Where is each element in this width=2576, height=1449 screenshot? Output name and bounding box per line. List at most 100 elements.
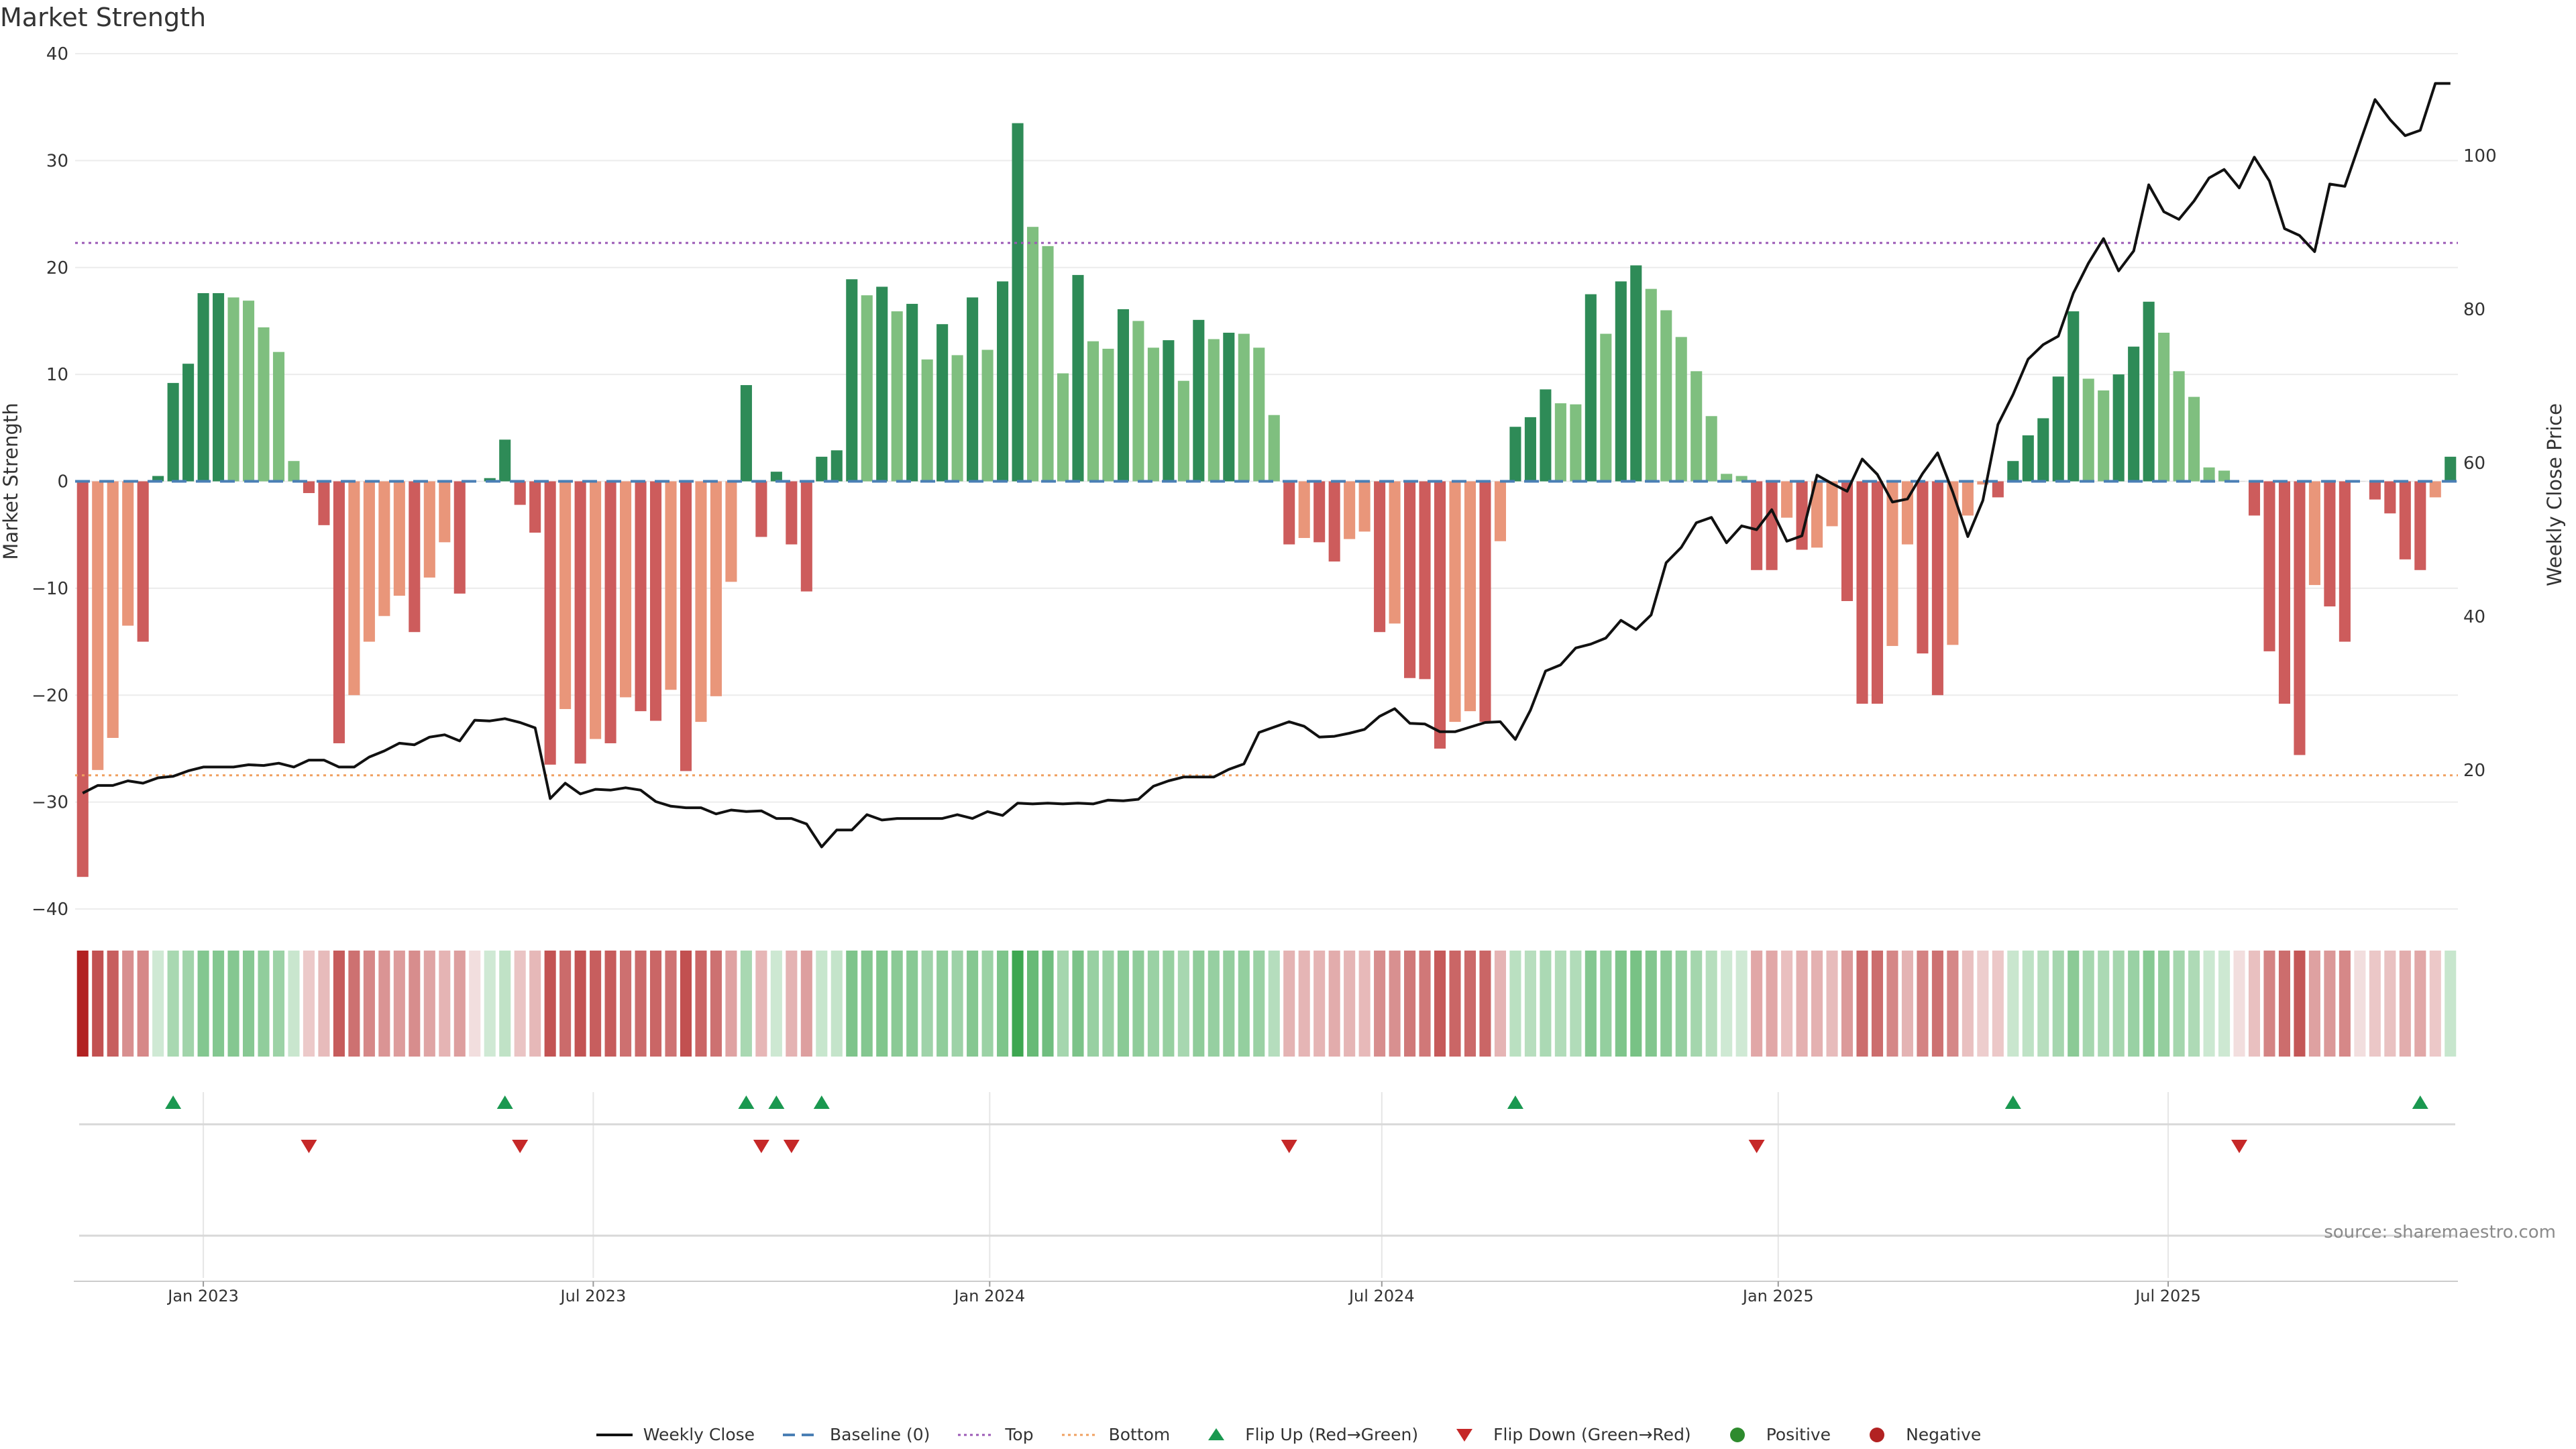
heat-strip-cell (1449, 951, 1461, 1057)
strength-bar (1901, 481, 1913, 545)
strength-bar (620, 481, 632, 698)
strength-bar (393, 481, 405, 596)
strength-bar (1962, 481, 1974, 516)
flip-up-marker (768, 1095, 785, 1109)
strength-bars (76, 123, 2457, 877)
flip-down-marker (2231, 1140, 2248, 1153)
strength-bar (740, 385, 752, 482)
strength-bar (2007, 461, 2019, 482)
heat-strip-cell (1977, 951, 1989, 1057)
strength-bar (1841, 481, 1854, 601)
heat-strip-cell (861, 951, 873, 1057)
strength-bar (1600, 333, 1612, 482)
heat-strip-cell (258, 951, 270, 1057)
heat-strip-cell (2188, 951, 2200, 1057)
y-axis-title: Market Strength (0, 402, 22, 559)
chart-title: Market Strength (0, 3, 207, 32)
heat-strip-cell (816, 951, 828, 1057)
strength-bar (1358, 481, 1371, 532)
grid-layer (74, 53, 2458, 1282)
heat-strip-cell (800, 951, 812, 1057)
flip-down-marker (301, 1140, 317, 1153)
strength-bar (1464, 481, 1477, 712)
heat-strip-cell (1931, 951, 1943, 1057)
strength-bar (2339, 481, 2351, 642)
strength-bar (1344, 481, 1356, 539)
heat-strip-cell (2263, 951, 2275, 1057)
strength-bar (303, 481, 315, 494)
y-tick-label: 40 (46, 44, 68, 64)
heat-strip-cell (830, 951, 843, 1057)
strength-bar (800, 481, 812, 592)
heat-strip-cell (1344, 951, 1356, 1057)
heat-strip-cell (997, 951, 1009, 1057)
strength-bar (484, 478, 496, 482)
heat-strip-cell (906, 951, 918, 1057)
heat-strip-cell (1962, 951, 1974, 1057)
heat-strip-cell (2248, 951, 2261, 1057)
heat-strip-cell (2007, 951, 2019, 1057)
heat-strip-cell (1509, 951, 1521, 1057)
legend-item: Top (957, 1425, 1034, 1444)
heat-strip-cell (2098, 951, 2110, 1057)
flip-down-marker (753, 1140, 769, 1153)
heat-strip-cell (2173, 951, 2185, 1057)
strength-bar (755, 481, 767, 537)
strength-bar (2158, 332, 2170, 482)
strength-bar (846, 279, 858, 482)
strength-bar (1630, 265, 1642, 482)
strength-bar (1570, 404, 1582, 482)
heat-strip-cell (755, 951, 767, 1057)
heat-strip-cell (544, 951, 556, 1057)
heat-strip-cell (409, 951, 421, 1057)
heat-strip-cell (740, 951, 752, 1057)
strength-bar (1147, 347, 1159, 482)
flip-down-marker (783, 1140, 800, 1153)
strength-bar (1690, 371, 1703, 482)
strength-bar (423, 481, 435, 578)
strength-bar (2263, 481, 2275, 651)
heat-strip-cell (1705, 951, 1717, 1057)
strength-bar (1796, 481, 1808, 550)
strength-bar (1193, 319, 1205, 482)
strength-bar (514, 481, 526, 505)
y2-tick-label: 100 (2463, 146, 2497, 166)
heat-strip-cell (1434, 951, 1446, 1057)
strength-bar (2022, 435, 2034, 482)
legend-item: Positive (1718, 1425, 1831, 1444)
strength-bar (2369, 481, 2381, 500)
heat-strip-cell (1826, 951, 1838, 1057)
strength-bar (725, 481, 737, 582)
strength-bar (559, 481, 572, 709)
strength-bar (665, 481, 677, 690)
strength-bar (272, 352, 285, 482)
heat-strip-cell (1208, 951, 1220, 1057)
strength-bar (76, 481, 89, 877)
strength-bar (830, 450, 843, 482)
heat-strip-cell (2324, 951, 2336, 1057)
heat-strip-cell (1027, 951, 1039, 1057)
strength-bar (1283, 481, 1295, 545)
heat-strip-cell (76, 951, 89, 1057)
strength-bar (1705, 416, 1717, 482)
heat-strip-cell (2414, 951, 2426, 1057)
heat-strip-cell (2233, 951, 2245, 1057)
strength-bar (649, 481, 662, 721)
triangle-down-icon (1456, 1428, 1473, 1442)
x-tick-label: Jul 2023 (559, 1287, 627, 1305)
legend-item: Flip Down (Green→Red) (1445, 1425, 1691, 1444)
strength-bar (529, 481, 541, 533)
strength-bar (906, 303, 918, 482)
strength-bar (2218, 470, 2231, 482)
weekly-close-line (82, 82, 2451, 849)
heat-strip-cell (1796, 951, 1808, 1057)
heat-strip-cell (92, 951, 104, 1057)
heat-strip-cell (1117, 951, 1129, 1057)
heat-strip-cell (1524, 951, 1536, 1057)
legend-label: Bottom (1108, 1425, 1171, 1444)
heat-strip-cell (107, 951, 119, 1057)
heat-strip-cell (1721, 951, 1733, 1057)
heat-strip-cell (1886, 951, 1898, 1057)
heat-strip-cell (2203, 951, 2215, 1057)
heat-strip-cell (1947, 951, 1959, 1057)
